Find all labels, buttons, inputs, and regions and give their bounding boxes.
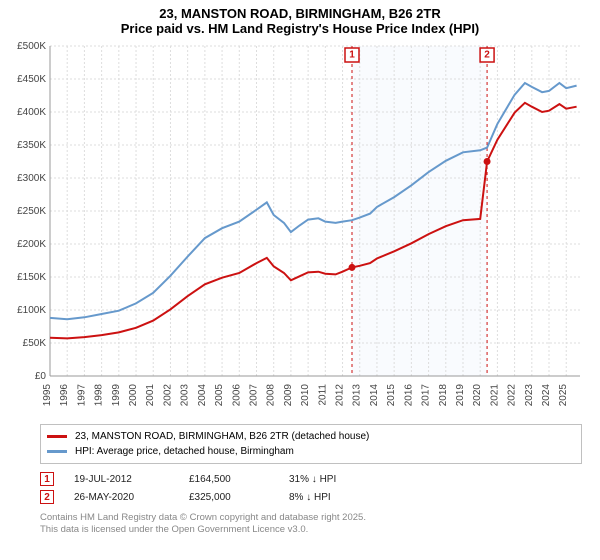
svg-text:£300K: £300K [17, 173, 46, 184]
svg-text:2014: 2014 [369, 384, 380, 407]
svg-text:£350K: £350K [17, 140, 46, 151]
svg-text:2016: 2016 [403, 384, 414, 407]
footer: Contains HM Land Registry data © Crown c… [40, 512, 582, 536]
trade-marker-icon: 1 [40, 472, 54, 486]
title-block: 23, MANSTON ROAD, BIRMINGHAM, B26 2TR Pr… [0, 0, 600, 40]
svg-text:2012: 2012 [335, 384, 346, 407]
svg-text:2007: 2007 [248, 384, 259, 407]
svg-text:£150K: £150K [17, 272, 46, 283]
svg-text:2003: 2003 [180, 384, 191, 407]
svg-text:£0: £0 [35, 371, 47, 382]
svg-text:2021: 2021 [489, 384, 500, 407]
svg-text:2009: 2009 [283, 384, 294, 407]
svg-text:2000: 2000 [128, 384, 139, 407]
svg-text:2005: 2005 [214, 384, 225, 407]
trade-delta: 31% ↓ HPI [289, 474, 336, 485]
svg-text:2004: 2004 [197, 384, 208, 407]
svg-text:£50K: £50K [23, 338, 47, 349]
svg-text:2013: 2013 [352, 384, 363, 407]
svg-text:£100K: £100K [17, 305, 46, 316]
svg-text:2006: 2006 [231, 384, 242, 407]
trade-delta: 8% ↓ HPI [289, 492, 331, 503]
legend-swatch [47, 450, 67, 453]
footer-line: This data is licensed under the Open Gov… [40, 524, 582, 536]
svg-text:2008: 2008 [266, 384, 277, 407]
svg-text:1995: 1995 [42, 384, 53, 407]
svg-text:1996: 1996 [59, 384, 70, 407]
svg-text:1999: 1999 [111, 384, 122, 407]
svg-text:2023: 2023 [524, 384, 535, 407]
footer-line: Contains HM Land Registry data © Crown c… [40, 512, 582, 524]
trade-marker-icon: 2 [40, 490, 54, 504]
legend-label: 23, MANSTON ROAD, BIRMINGHAM, B26 2TR (d… [75, 431, 369, 442]
title-line-2: Price paid vs. HM Land Registry's House … [0, 21, 600, 36]
svg-text:1: 1 [349, 50, 355, 61]
legend-swatch [47, 435, 67, 438]
title-line-1: 23, MANSTON ROAD, BIRMINGHAM, B26 2TR [0, 6, 600, 21]
svg-text:2001: 2001 [145, 384, 156, 407]
svg-text:£200K: £200K [17, 239, 46, 250]
svg-text:2025: 2025 [558, 384, 569, 407]
svg-text:2010: 2010 [300, 384, 311, 407]
svg-text:2: 2 [484, 50, 490, 61]
svg-text:£250K: £250K [17, 206, 46, 217]
svg-text:2019: 2019 [455, 384, 466, 407]
trade-row: 2 26-MAY-2020 £325,000 8% ↓ HPI [40, 488, 582, 506]
svg-text:2020: 2020 [472, 384, 483, 407]
legend-row: 23, MANSTON ROAD, BIRMINGHAM, B26 2TR (d… [47, 429, 575, 444]
trade-row: 1 19-JUL-2012 £164,500 31% ↓ HPI [40, 470, 582, 488]
svg-text:2002: 2002 [162, 384, 173, 407]
svg-text:2017: 2017 [421, 384, 432, 407]
legend-row: HPI: Average price, detached house, Birm… [47, 444, 575, 459]
svg-text:1997: 1997 [76, 384, 87, 407]
svg-text:2011: 2011 [317, 384, 328, 406]
chart: £0 £50K £100K £150K £200K £250K £300K £350K £400… [10, 40, 590, 420]
svg-text:2015: 2015 [386, 384, 397, 407]
svg-text:£500K: £500K [17, 41, 46, 52]
trade-date: 19-JUL-2012 [74, 474, 169, 485]
svg-text:£400K: £400K [17, 107, 46, 118]
chart-svg: £0 £50K £100K £150K £200K £250K £300K £350K £400… [10, 40, 590, 420]
svg-text:2018: 2018 [438, 384, 449, 407]
svg-text:2022: 2022 [507, 384, 518, 407]
svg-text:1998: 1998 [94, 384, 105, 407]
trade-price: £325,000 [189, 492, 269, 503]
svg-text:£450K: £450K [17, 74, 46, 85]
legend-label: HPI: Average price, detached house, Birm… [75, 446, 294, 457]
trades-table: 1 19-JUL-2012 £164,500 31% ↓ HPI 2 26-MA… [40, 470, 582, 506]
trade-price: £164,500 [189, 474, 269, 485]
svg-text:2024: 2024 [541, 384, 552, 407]
legend: 23, MANSTON ROAD, BIRMINGHAM, B26 2TR (d… [40, 424, 582, 464]
trade-date: 26-MAY-2020 [74, 492, 169, 503]
